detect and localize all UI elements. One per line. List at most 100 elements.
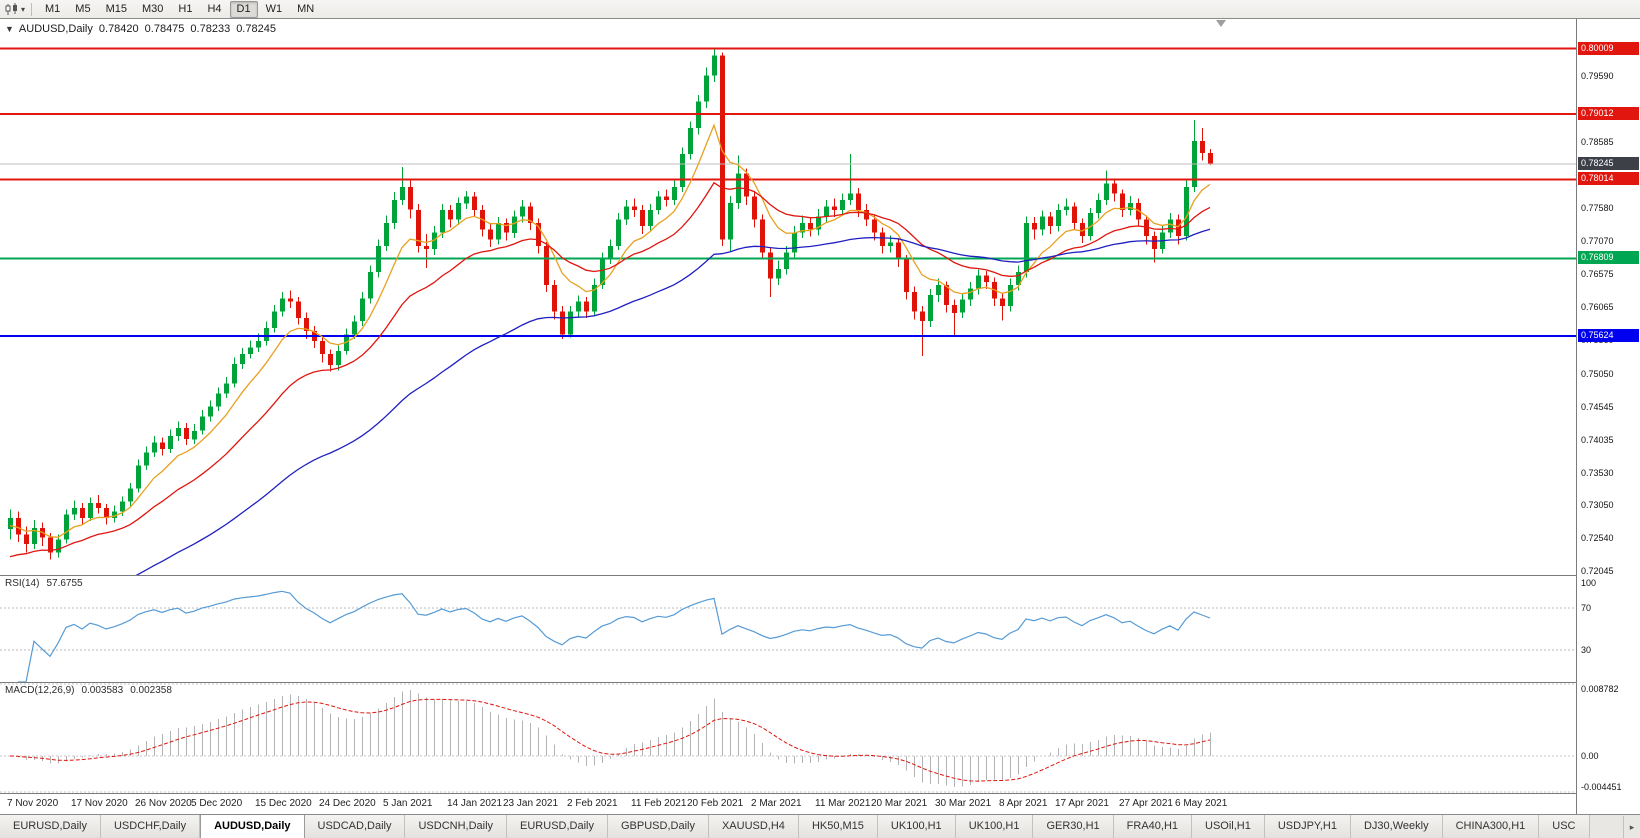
price-tick: 0.72540: [1581, 533, 1614, 543]
rsi-panel[interactable]: RSI(14) 57.6755: [0, 576, 1576, 682]
date-label: 8 Apr 2021: [999, 798, 1048, 809]
chart-type-icon[interactable]: [5, 2, 20, 16]
timeframe-button-mn[interactable]: MN: [297, 2, 315, 15]
macd-name: MACD(12,26,9): [5, 685, 75, 696]
chart-tab[interactable]: CHINA300,H1: [1442, 815, 1540, 838]
price-tick: 0.73050: [1581, 500, 1614, 510]
timeframe-button-m1[interactable]: M1: [45, 2, 61, 15]
macd-scale-label: 0.00: [1581, 751, 1599, 761]
timeframe-button-h1[interactable]: H1: [178, 2, 193, 15]
chart-tabs: EURUSD,Daily USDCHF,Daily AUDUSD,Daily USDC…: [0, 815, 1640, 838]
chart-type-caret-icon[interactable]: ▾: [21, 4, 26, 14]
macd-scale-label: 0.008782: [1581, 684, 1619, 694]
price-tick: 0.73530: [1581, 468, 1614, 478]
macd-label: MACD(12,26,9) 0.003583 0.002358: [5, 685, 179, 696]
chart-shift-marker[interactable]: [1216, 20, 1226, 27]
chart-tab[interactable]: USOil,H1: [1192, 815, 1265, 838]
chart-tab[interactable]: UK100,H1: [955, 815, 1034, 838]
price-tick: 0.77070: [1581, 236, 1614, 246]
chart-tab[interactable]: USDCNH,Daily: [405, 815, 508, 838]
quote-close: 0.78245: [236, 23, 276, 35]
ma-21-line: [9, 181, 1211, 558]
price-tick: 0.78585: [1581, 137, 1614, 147]
quote-open: 0.78420: [98, 23, 139, 35]
macd-scale-label: -0.004451: [1581, 782, 1622, 792]
date-label: 11 Mar 2021: [815, 798, 871, 809]
rsi-line: [18, 590, 1211, 682]
chart-tab[interactable]: XAUUSD,H4: [708, 815, 799, 838]
date-label: 17 Nov 2020: [71, 798, 128, 809]
price-tick: 0.74545: [1581, 402, 1614, 412]
price-tick: 0.76065: [1581, 302, 1614, 312]
panel-separator[interactable]: [0, 575, 1576, 576]
price-axis[interactable]: 0.79590 0.78585 0.77580 0.77070 0.76575 0.760…: [1576, 19, 1640, 814]
date-label: 7 Nov 2020: [7, 798, 59, 809]
toolbar-separator: [31, 2, 33, 16]
chart-tab[interactable]: GER30,H1: [1033, 815, 1114, 838]
macd-signal-line: [9, 698, 1211, 782]
date-label: 17 Apr 2021: [1055, 798, 1109, 809]
chart-tab[interactable]: UK100,H1: [877, 815, 956, 838]
panel-separator[interactable]: [0, 682, 1576, 683]
main-chart[interactable]: ▼ AUDUSD,Daily 0.78420 0.78475 0.78233 0…: [0, 19, 1576, 575]
chart-tab[interactable]: AUDUSD,Daily: [200, 815, 305, 838]
rsi-scale-label: 70: [1581, 603, 1592, 613]
ma-55-line: [135, 228, 1211, 575]
date-label: 30 Mar 2021: [935, 798, 992, 809]
plot-column: ▼ AUDUSD,Daily 0.78420 0.78475 0.78233 0…: [0, 19, 1576, 814]
tab-scroll-right-icon[interactable]: ▸: [1623, 816, 1640, 838]
chart-region: ▼ AUDUSD,Daily 0.78420 0.78475 0.78233 0…: [0, 19, 1640, 814]
rsi-name: RSI(14): [5, 578, 40, 589]
chart-tab[interactable]: GBPUSD,Daily: [608, 815, 709, 838]
chart-tab[interactable]: USDJPY,H1: [1264, 815, 1351, 838]
timeframe-button-h4[interactable]: H4: [207, 2, 222, 15]
date-label: 24 Dec 2020: [319, 798, 376, 809]
timeframe-toolbar: ▾ M1 M5 M15 M30 H1 H4 D1 W1 MN: [0, 0, 1640, 19]
candlestick-plot: [0, 47, 1576, 575]
date-label: 27 Apr 2021: [1119, 798, 1173, 809]
date-label: 5 Dec 2020: [191, 798, 243, 809]
price-tick: 0.72045: [1581, 566, 1614, 576]
date-label: 14 Jan 2021: [447, 798, 503, 809]
macd-panel[interactable]: MACD(12,26,9) 0.003583 0.002358: [0, 683, 1576, 793]
chart-tab[interactable]: HK50,M15: [798, 815, 878, 838]
macd-value: 0.003583: [81, 685, 124, 696]
date-label: 6 May 2021: [1175, 798, 1228, 809]
chart-tab[interactable]: USDCHF,Daily: [100, 815, 201, 838]
chart-tab[interactable]: USC: [1539, 815, 1590, 838]
price-tick: 0.79590: [1581, 71, 1614, 81]
rsi-scale-label: 100: [1581, 578, 1597, 588]
timeframe-button-m30[interactable]: M30: [141, 2, 164, 15]
chart-tab[interactable]: EURUSD,Daily: [0, 815, 101, 838]
chart-tabbar: EURUSD,Daily USDCHF,Daily AUDUSD,Daily USDC…: [0, 814, 1640, 838]
one-click-trading-toggle[interactable]: ▼: [5, 24, 14, 34]
date-label: 20 Feb 2021: [687, 798, 744, 809]
macd-plot: [0, 683, 1576, 793]
date-axis[interactable]: 7 Nov 2020 17 Nov 2020 26 Nov 2020 5 Dec 20…: [0, 793, 1576, 814]
price-level-badge: 0.75624: [1578, 329, 1639, 342]
timeframe-button-m15[interactable]: M15: [105, 2, 127, 15]
chart-tab[interactable]: EURUSD,Daily: [507, 815, 608, 838]
chart-tab[interactable]: USDCAD,Daily: [304, 815, 406, 838]
timeframe-buttons: M1 M5 M15 M30 H1 H4 D1 W1 MN: [38, 0, 321, 18]
rsi-value: 57.6755: [46, 578, 83, 589]
chart-tab[interactable]: DJ30,Weekly: [1350, 815, 1443, 838]
price-level-badge: 0.78014: [1578, 172, 1639, 185]
date-label: 11 Feb 2021: [631, 798, 687, 809]
date-label: 23 Jan 2021: [503, 798, 559, 809]
price-level-badge: 0.80009: [1578, 42, 1639, 55]
quote-high: 0.78475: [144, 23, 185, 35]
date-label: 2 Feb 2021: [567, 798, 618, 809]
rsi-plot: [0, 590, 1576, 682]
timeframe-button-d1[interactable]: D1: [229, 0, 258, 18]
date-label: 26 Nov 2020: [135, 798, 192, 809]
chart-tab[interactable]: FRA40,H1: [1113, 815, 1193, 838]
price-level-badge: 0.79012: [1578, 107, 1639, 120]
chart-title: ▼ AUDUSD,Daily 0.78420 0.78475 0.78233 0…: [5, 23, 276, 35]
macd-signal-value: 0.002358: [130, 685, 172, 696]
timeframe-button-w1[interactable]: W1: [265, 2, 283, 15]
price-tick: 0.77580: [1581, 203, 1614, 213]
price-tick: 0.76575: [1581, 269, 1614, 279]
timeframe-button-m5[interactable]: M5: [75, 2, 91, 15]
